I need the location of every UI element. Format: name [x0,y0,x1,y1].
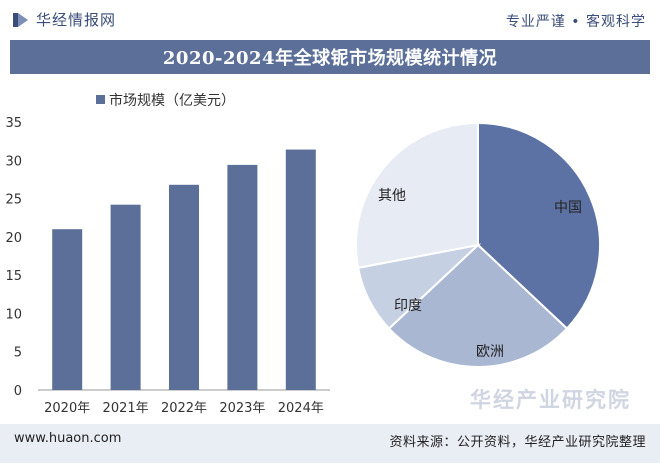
bar [285,149,316,390]
header-bar: 华经情报网 专业严谨 • 客观科学 [0,0,660,40]
y-tick-label: 25 [5,193,22,208]
bar [52,229,83,390]
pie-slice [477,121,601,330]
bar [227,164,258,390]
footer: www.huaon.com 资料来源：公开资料，华经产业研究院整理 [0,424,660,463]
watermark-main: 华经产业研究院 [470,388,631,412]
y-tick-label: 30 [5,154,22,169]
brand: 华经情报网 [12,9,116,30]
x-label-group: 2020年 2021年 2022年 2023年 2024年 [44,401,324,416]
bar-group [52,149,316,390]
footer-source: 资料来源：公开资料，华经产业研究院整理 [389,435,646,450]
pie-slice-label: 欧洲 [476,344,504,360]
y-tick-label: 0 [14,384,22,399]
x-tick-label: 2022年 [161,401,207,416]
x-tick-label: 2020年 [44,401,90,416]
x-tick-label: 2023年 [219,401,265,416]
x-tick-label: 2021年 [103,401,149,416]
brand-logo-icon [13,12,28,27]
pie-slice-label: 印度 [394,298,422,314]
pie-slice [387,243,569,368]
chart-area: 市场规模（亿美元） 0 5 10 15 20 25 30 35 2020年 2021年 2022年… [5,92,601,416]
bar [110,204,141,390]
y-tick-label: 35 [5,116,22,131]
y-tick-label: 5 [14,346,22,361]
footer-url: www.huaon.com [14,431,122,446]
slogan: 专业严谨 • 客观科学 [505,14,646,30]
pie-slice-label: 中国 [554,200,582,216]
bar [169,184,199,390]
brand-name: 华经情报网 [36,11,117,29]
title-band: 2020-2024年全球铌市场规模统计情况 [10,40,650,74]
pie-slice [355,121,479,270]
x-tick-label: 2024年 [278,401,324,416]
bar-chart: 市场规模（亿美元） 0 5 10 15 20 25 30 35 2020年 2021年 2022年… [5,92,330,416]
y-tick-label: 10 [5,307,22,322]
chart-title: 2020-2024年全球铌市场规模统计情况 [162,48,498,69]
pie-slice-label: 其他 [378,188,406,204]
legend-swatch [96,95,105,104]
y-tick-label: 15 [5,269,22,284]
y-tick-label: 20 [5,231,22,246]
legend-label: 市场规模（亿美元） [109,92,235,109]
y-tick-group: 0 5 10 15 20 25 30 35 [5,116,22,399]
